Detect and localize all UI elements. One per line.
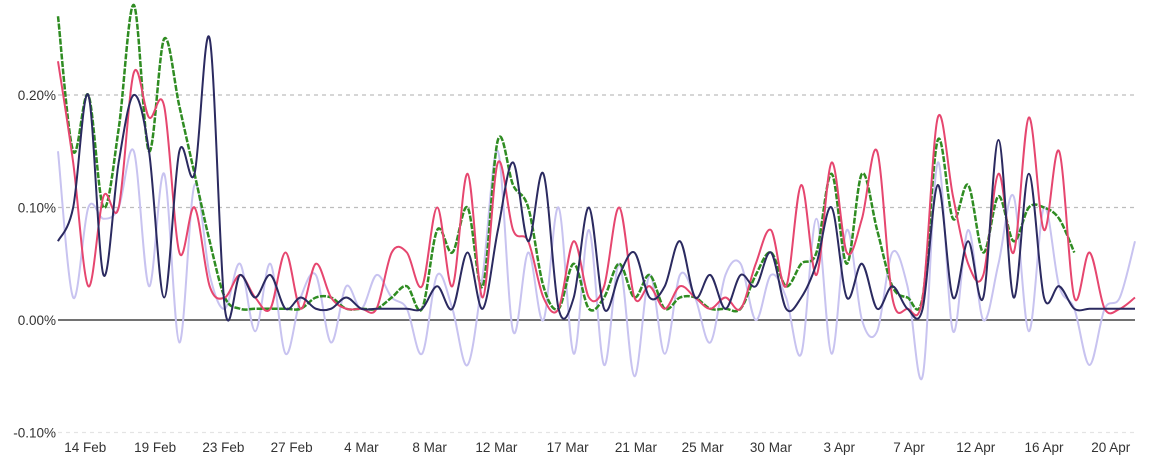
y-axis-labels: 0.20% 0.10% 0.00% -0.10% (13, 88, 56, 441)
y-tick-label: 0.20% (18, 88, 56, 103)
x-tick-label: 3 Apr (823, 440, 855, 455)
y-tick-label: -0.10% (13, 426, 56, 441)
x-tick-label: 17 Mar (547, 440, 590, 455)
x-tick-label: 14 Feb (64, 440, 106, 455)
x-tick-label: 21 Mar (615, 440, 658, 455)
series-line-navy (57, 35, 1135, 322)
x-tick-label: 8 Mar (412, 440, 447, 455)
y-tick-label: 0.10% (18, 201, 56, 216)
x-tick-label: 12 Apr (956, 440, 996, 455)
series-line-green (56, 3, 1076, 313)
y-tick-label: 0.00% (18, 313, 56, 328)
x-tick-label: 7 Apr (893, 440, 925, 455)
x-tick-label: 30 Mar (750, 440, 793, 455)
x-tick-label: 12 Mar (475, 440, 518, 455)
x-tick-label: 27 Feb (271, 440, 313, 455)
x-tick-label: 19 Feb (134, 440, 176, 455)
x-tick-label: 4 Mar (344, 440, 379, 455)
x-tick-label: 20 Apr (1091, 440, 1131, 455)
series-line-pink (57, 61, 1136, 317)
x-axis-labels: 14 Feb 19 Feb 23 Feb 27 Feb 4 Mar 8 Mar 12 Mar… (64, 440, 1130, 455)
x-tick-label: 23 Feb (202, 440, 244, 455)
x-tick-label: 25 Mar (682, 440, 725, 455)
series-lines (56, 3, 1136, 381)
x-tick-label: 16 Apr (1024, 440, 1064, 455)
